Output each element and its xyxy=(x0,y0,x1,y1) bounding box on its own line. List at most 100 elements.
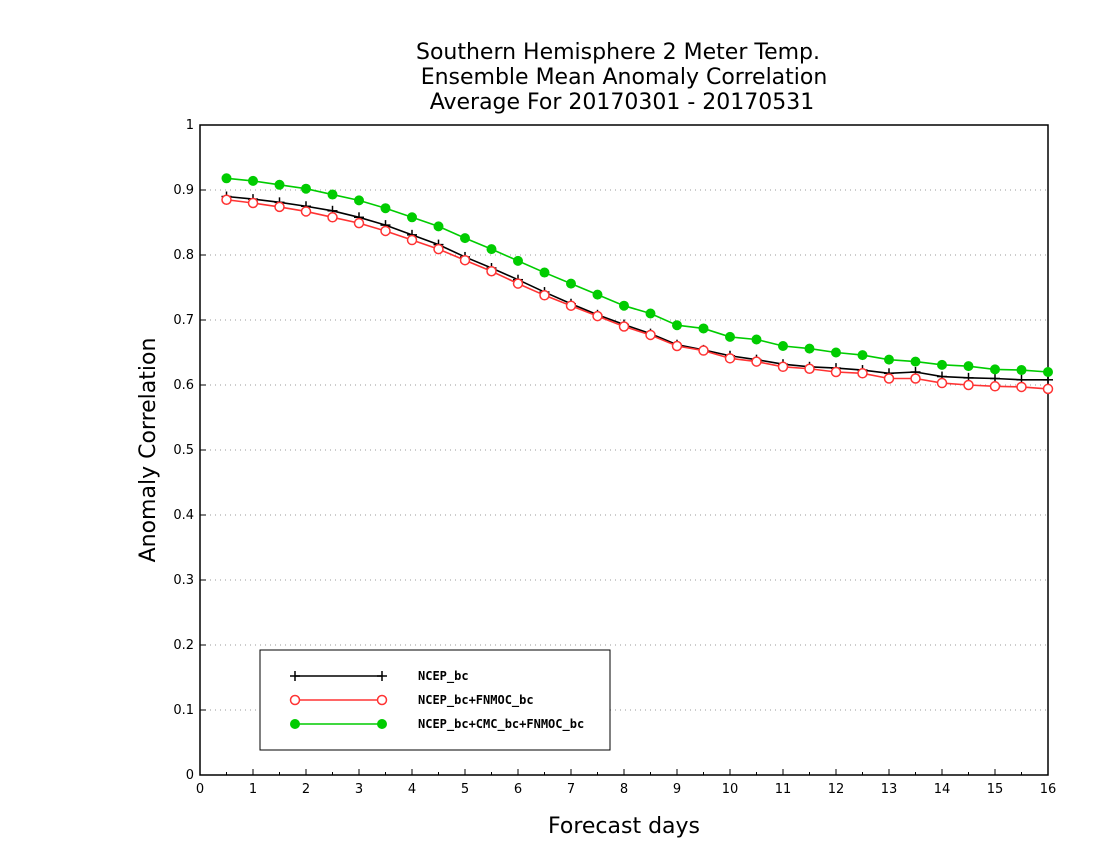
data-point-s2-5 xyxy=(354,195,364,206)
y-tick-label-8: 0.8 xyxy=(173,248,194,263)
x-tick-label-8: 8 xyxy=(620,782,628,797)
gridlines xyxy=(200,189,1048,711)
data-point-s2-31 xyxy=(1043,367,1053,377)
data-point-s1-22 xyxy=(804,363,815,374)
data-point-s2-10 xyxy=(486,244,497,255)
data-point-s1-7 xyxy=(406,234,418,246)
series-1 xyxy=(221,194,1054,395)
data-point-s1-2 xyxy=(274,201,285,213)
data-point-s2-16 xyxy=(645,308,656,319)
data-point-s1-31 xyxy=(1042,383,1054,395)
data-point-s2-0 xyxy=(221,173,232,184)
data-point-s2-22 xyxy=(804,343,815,354)
data-point-s2-17 xyxy=(672,320,682,331)
data-point-s1-17 xyxy=(671,340,683,352)
data-point-s2-8 xyxy=(433,221,444,232)
y-tick-label-3: 0.3 xyxy=(173,573,194,588)
y-tick-label-6: 0.6 xyxy=(173,378,194,393)
data-point-s2-26 xyxy=(910,356,921,367)
data-point-s1-24 xyxy=(857,368,868,379)
x-tick-label-2: 2 xyxy=(302,782,310,797)
legend-marker-0-a xyxy=(290,671,300,681)
data-point-s1-27 xyxy=(936,377,948,389)
data-point-s2-7 xyxy=(407,212,417,223)
data-point-s2-12 xyxy=(539,267,550,278)
x-tick-label-9: 9 xyxy=(673,782,681,797)
x-tick-label-13: 13 xyxy=(881,782,898,797)
data-point-s1-20 xyxy=(751,356,762,367)
x-tick-label-12: 12 xyxy=(828,782,845,797)
data-point-s1-13 xyxy=(565,300,577,311)
y-tick-label-1: 0.1 xyxy=(173,703,194,718)
data-point-s1-15 xyxy=(618,321,630,332)
y-axis-label: Anomaly Correlation xyxy=(136,338,161,563)
y-tick-label-9: 0.9 xyxy=(173,183,194,198)
data-point-s1-0 xyxy=(221,194,232,205)
data-point-s1-12 xyxy=(539,290,550,301)
chart-title: Southern Hemisphere 2 Meter Temp. Ensemb… xyxy=(416,40,827,115)
series-line-2 xyxy=(226,177,1049,373)
data-point-s2-14 xyxy=(592,289,603,300)
x-axis-label: Forecast days xyxy=(548,814,700,839)
y-tick-label-7: 0.7 xyxy=(173,313,194,328)
x-tick-label-14: 14 xyxy=(934,782,951,797)
title-line-1: Southern Hemisphere 2 Meter Temp. xyxy=(416,40,820,65)
legend-label-0: NCEP_bc xyxy=(418,669,469,684)
x-tick-label-11: 11 xyxy=(775,782,792,797)
data-point-s2-15 xyxy=(619,300,629,311)
data-point-s2-25 xyxy=(884,354,894,365)
data-point-s2-29 xyxy=(990,364,1000,375)
data-point-s2-3 xyxy=(301,183,311,194)
data-point-s1-5 xyxy=(353,217,365,229)
series-line-0 xyxy=(226,195,1048,381)
data-point-s1-14 xyxy=(592,310,603,322)
y-tick-label-4: 0.4 xyxy=(173,508,194,523)
data-point-s1-29 xyxy=(989,381,1001,392)
y-tick-label-0: 0 xyxy=(186,768,194,783)
legend-marker-1-b xyxy=(376,694,388,706)
data-point-s1-16 xyxy=(645,329,656,341)
title-line-3: Average For 20170301 - 20170531 xyxy=(430,90,815,115)
data-point-s1-6 xyxy=(380,225,391,237)
data-point-s2-24 xyxy=(857,350,868,361)
data-point-s1-1 xyxy=(247,197,259,209)
legend-marker-2-b xyxy=(377,719,387,729)
x-tick-label-4: 4 xyxy=(408,782,416,797)
legend-label-1: NCEP_bc+FNMOC_bc xyxy=(418,693,534,708)
x-tick-label-6: 6 xyxy=(514,782,522,797)
data-point-s1-11 xyxy=(512,278,524,289)
data-point-s2-27 xyxy=(937,359,947,370)
data-point-s2-23 xyxy=(831,347,841,358)
data-point-s2-28 xyxy=(963,361,974,372)
data-point-s2-18 xyxy=(698,323,709,334)
axis-ticks: 0 1 2 3 4 5 6 7 8 9 10 11 12 13 14 15 1600.10.20.30.40.5… xyxy=(173,118,1056,797)
y-tick-label-2: 0.2 xyxy=(173,638,194,653)
title-line-2: Ensemble Mean Anomaly Correlation xyxy=(421,65,828,90)
legend-marker-1-a xyxy=(289,694,301,706)
data-point-s1-28 xyxy=(963,379,974,391)
data-point-s2-30 xyxy=(1016,365,1027,376)
x-tick-label-1: 1 xyxy=(249,782,257,797)
data-point-s2-20 xyxy=(751,334,762,345)
series-lines xyxy=(221,173,1054,395)
legend-marker-0-b xyxy=(377,671,387,681)
data-point-s1-3 xyxy=(300,206,312,217)
data-point-s2-4 xyxy=(327,189,338,200)
series-2 xyxy=(221,173,1053,377)
series-line-1 xyxy=(226,198,1049,390)
data-point-s1-8 xyxy=(433,243,444,255)
data-point-s1-18 xyxy=(698,345,709,356)
data-point-s1-25 xyxy=(883,373,895,384)
data-point-s1-9 xyxy=(459,254,471,266)
data-point-s1-10 xyxy=(486,266,497,277)
data-point-s2-19 xyxy=(725,331,735,342)
data-point-s2-1 xyxy=(248,175,258,186)
data-point-s2-21 xyxy=(778,341,788,351)
x-tick-label-7: 7 xyxy=(567,782,575,797)
data-point-s2-9 xyxy=(460,233,470,244)
y-tick-label-10: 1 xyxy=(186,118,194,133)
data-point-s2-6 xyxy=(380,203,391,214)
data-point-s1-21 xyxy=(777,361,789,373)
x-tick-label-5: 5 xyxy=(461,782,469,797)
